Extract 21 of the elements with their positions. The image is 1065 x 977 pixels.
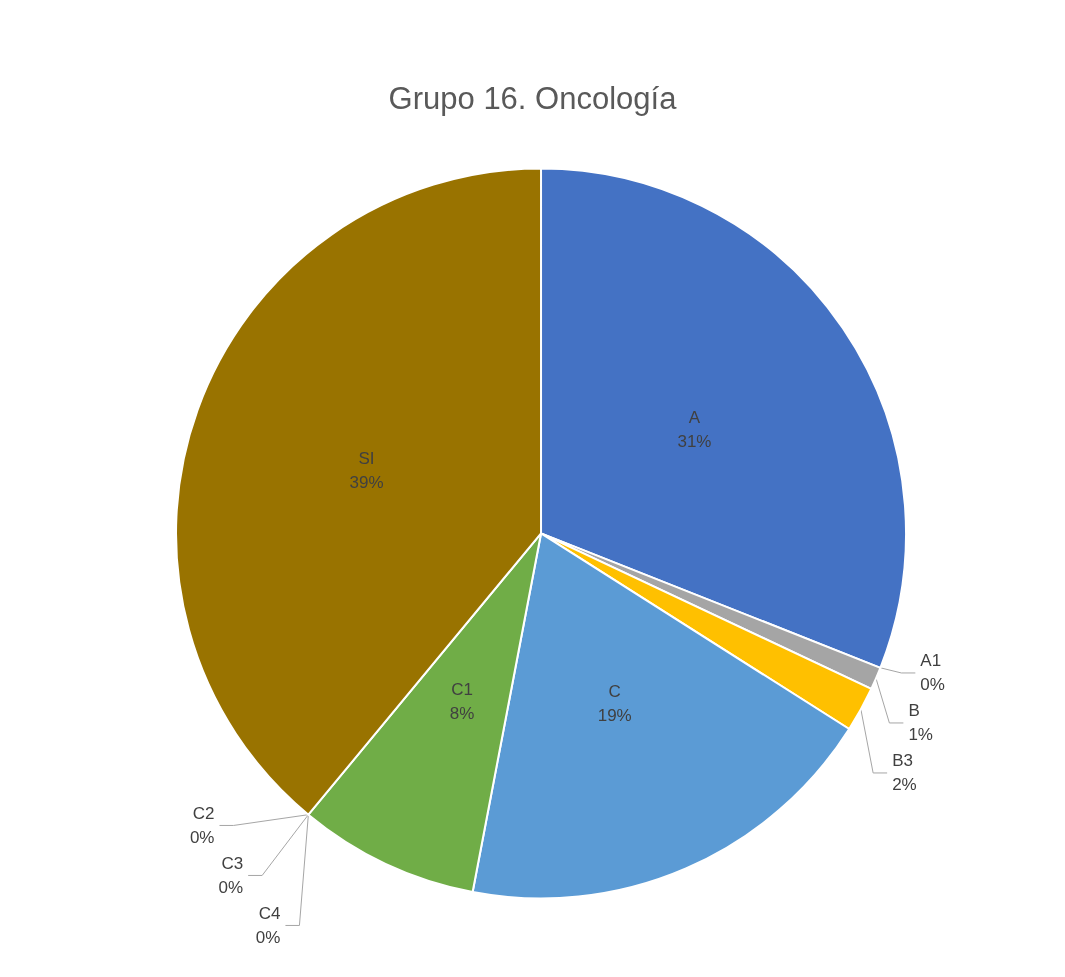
data-label: 19% (597, 706, 632, 726)
data-label: 39% (349, 473, 384, 493)
slice-label: A (688, 407, 701, 427)
text: 0% (920, 675, 945, 695)
text: 0% (218, 877, 244, 897)
data-label: 31% (677, 431, 712, 451)
slice-label: B (908, 701, 920, 721)
category-label: C4 (258, 903, 281, 923)
data-label: 8% (449, 703, 475, 723)
chart-title: Grupo 16. Oncología (388, 81, 678, 116)
slice-label: B3 (892, 751, 913, 771)
legend-label: A1 (920, 651, 942, 671)
category-label: C3 (221, 853, 244, 873)
slice-label: C1 (451, 679, 473, 699)
text: 0% (189, 827, 215, 847)
text: 0% (255, 927, 281, 947)
category-label: C2 (192, 803, 215, 823)
data-label: 2% (892, 775, 917, 795)
slice-label: C (608, 682, 621, 702)
data-label: 1% (908, 725, 933, 745)
slice-label: SI (358, 449, 375, 469)
